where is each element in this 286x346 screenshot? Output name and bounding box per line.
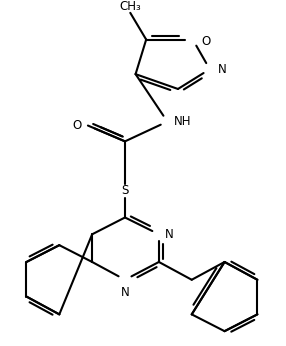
Text: N: N [165, 228, 174, 241]
Text: N: N [121, 286, 129, 299]
Text: CH₃: CH₃ [120, 0, 141, 13]
Text: S: S [121, 184, 129, 197]
Text: O: O [72, 119, 82, 132]
Text: N: N [218, 63, 227, 76]
Text: NH: NH [174, 115, 191, 128]
Text: O: O [201, 35, 210, 48]
